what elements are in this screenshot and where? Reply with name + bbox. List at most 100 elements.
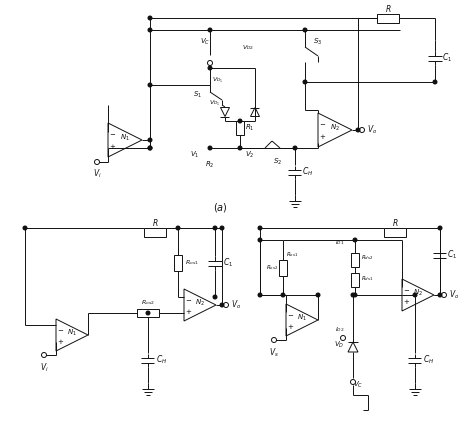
Circle shape bbox=[441, 293, 447, 298]
Bar bbox=[377, 13, 399, 22]
Text: $R_{os1}$: $R_{os1}$ bbox=[185, 258, 199, 267]
Text: $N_2$: $N_2$ bbox=[330, 123, 340, 133]
Text: $V_o$: $V_o$ bbox=[449, 289, 459, 301]
Text: $R_1$: $R_1$ bbox=[245, 123, 255, 133]
Text: $C_H$: $C_H$ bbox=[423, 354, 435, 366]
Circle shape bbox=[258, 226, 262, 230]
Text: $R_{ds2}$: $R_{ds2}$ bbox=[361, 253, 373, 262]
Circle shape bbox=[433, 80, 437, 84]
Text: $C_H$: $C_H$ bbox=[302, 166, 314, 178]
Text: $N_1$: $N_1$ bbox=[297, 313, 307, 323]
Circle shape bbox=[176, 226, 180, 230]
Text: $V_i$: $V_i$ bbox=[92, 168, 101, 180]
Circle shape bbox=[148, 83, 152, 87]
Text: $V_{D_1}$: $V_{D_1}$ bbox=[210, 98, 220, 108]
Text: $V_{D2}$: $V_{D2}$ bbox=[242, 43, 254, 53]
Circle shape bbox=[146, 311, 150, 315]
Text: $R$: $R$ bbox=[392, 216, 398, 227]
Text: $N_1$: $N_1$ bbox=[120, 133, 130, 143]
Text: $V_o$: $V_o$ bbox=[231, 299, 241, 311]
Bar bbox=[384, 227, 406, 237]
Text: $-$: $-$ bbox=[403, 285, 410, 292]
Circle shape bbox=[213, 295, 217, 299]
Circle shape bbox=[148, 28, 152, 32]
Bar bbox=[137, 309, 159, 317]
Text: $R_2$: $R_2$ bbox=[205, 160, 215, 170]
Bar bbox=[279, 260, 287, 276]
Text: $S_3$: $S_3$ bbox=[313, 37, 323, 47]
Text: $R$: $R$ bbox=[385, 3, 392, 13]
Circle shape bbox=[413, 293, 417, 297]
Circle shape bbox=[303, 80, 307, 84]
Text: $C_H$: $C_H$ bbox=[156, 354, 168, 366]
Text: $-$: $-$ bbox=[57, 325, 64, 332]
Text: $V_C$: $V_C$ bbox=[353, 380, 363, 390]
Text: $-$: $-$ bbox=[287, 311, 294, 317]
Circle shape bbox=[224, 303, 228, 307]
Circle shape bbox=[23, 226, 27, 230]
Text: $R_{ds1}$: $R_{ds1}$ bbox=[361, 274, 373, 283]
Text: $+$: $+$ bbox=[109, 142, 117, 151]
Text: $S_2$: $S_2$ bbox=[273, 157, 283, 167]
Circle shape bbox=[258, 238, 262, 242]
Circle shape bbox=[42, 352, 46, 357]
Text: $+$: $+$ bbox=[57, 337, 64, 346]
Text: $V_{D_1}$: $V_{D_1}$ bbox=[212, 75, 224, 85]
Text: $R$: $R$ bbox=[152, 216, 158, 227]
Text: $R_{os1}$: $R_{os1}$ bbox=[286, 250, 298, 259]
Text: $C_1$: $C_1$ bbox=[223, 257, 233, 269]
Circle shape bbox=[438, 293, 442, 297]
Text: $R_{os2}$: $R_{os2}$ bbox=[266, 264, 278, 272]
Circle shape bbox=[148, 146, 152, 150]
Text: $V_D$: $V_D$ bbox=[334, 340, 344, 350]
Text: $R_{os2}$: $R_{os2}$ bbox=[141, 298, 155, 307]
Bar bbox=[351, 253, 359, 267]
Circle shape bbox=[208, 61, 212, 66]
Text: $V_i$: $V_i$ bbox=[40, 362, 48, 374]
Circle shape bbox=[293, 146, 297, 150]
Circle shape bbox=[353, 238, 357, 242]
Text: $+$: $+$ bbox=[185, 307, 192, 316]
Bar bbox=[236, 121, 244, 135]
Circle shape bbox=[238, 119, 242, 123]
Circle shape bbox=[272, 338, 276, 343]
Text: $+$: $+$ bbox=[319, 132, 327, 141]
Text: $V_1$: $V_1$ bbox=[190, 150, 200, 160]
Text: $C_1$: $C_1$ bbox=[442, 52, 452, 64]
Text: $N_1$: $N_1$ bbox=[67, 328, 77, 338]
Circle shape bbox=[148, 146, 152, 150]
Text: $(a)$: $(a)$ bbox=[213, 202, 228, 215]
Text: $-$: $-$ bbox=[319, 120, 327, 126]
Text: $+$: $+$ bbox=[287, 322, 294, 331]
Circle shape bbox=[316, 293, 320, 297]
Bar bbox=[174, 255, 182, 271]
Text: $S_1$: $S_1$ bbox=[193, 90, 202, 100]
Circle shape bbox=[94, 160, 100, 165]
Circle shape bbox=[213, 226, 217, 230]
Text: $V_C$: $V_C$ bbox=[200, 37, 210, 47]
Circle shape bbox=[148, 138, 152, 142]
Circle shape bbox=[258, 293, 262, 297]
Circle shape bbox=[438, 226, 442, 230]
Circle shape bbox=[238, 146, 242, 150]
Text: $I_{D1}$: $I_{D1}$ bbox=[335, 239, 345, 248]
Circle shape bbox=[353, 293, 357, 297]
Circle shape bbox=[208, 146, 212, 150]
Text: $-$: $-$ bbox=[185, 296, 192, 301]
Circle shape bbox=[356, 128, 360, 132]
Circle shape bbox=[303, 28, 307, 32]
Circle shape bbox=[220, 303, 224, 307]
Circle shape bbox=[350, 379, 356, 384]
Text: $C_1$: $C_1$ bbox=[447, 249, 457, 261]
Text: $-$: $-$ bbox=[109, 130, 117, 136]
Circle shape bbox=[359, 128, 365, 133]
Circle shape bbox=[220, 226, 224, 230]
Circle shape bbox=[351, 293, 355, 297]
Circle shape bbox=[208, 28, 212, 32]
Circle shape bbox=[208, 66, 212, 70]
Text: $N_2$: $N_2$ bbox=[195, 298, 205, 308]
Circle shape bbox=[340, 336, 346, 341]
Text: $+$: $+$ bbox=[403, 297, 410, 306]
Text: $V_o$: $V_o$ bbox=[367, 124, 377, 136]
Bar bbox=[351, 273, 359, 287]
